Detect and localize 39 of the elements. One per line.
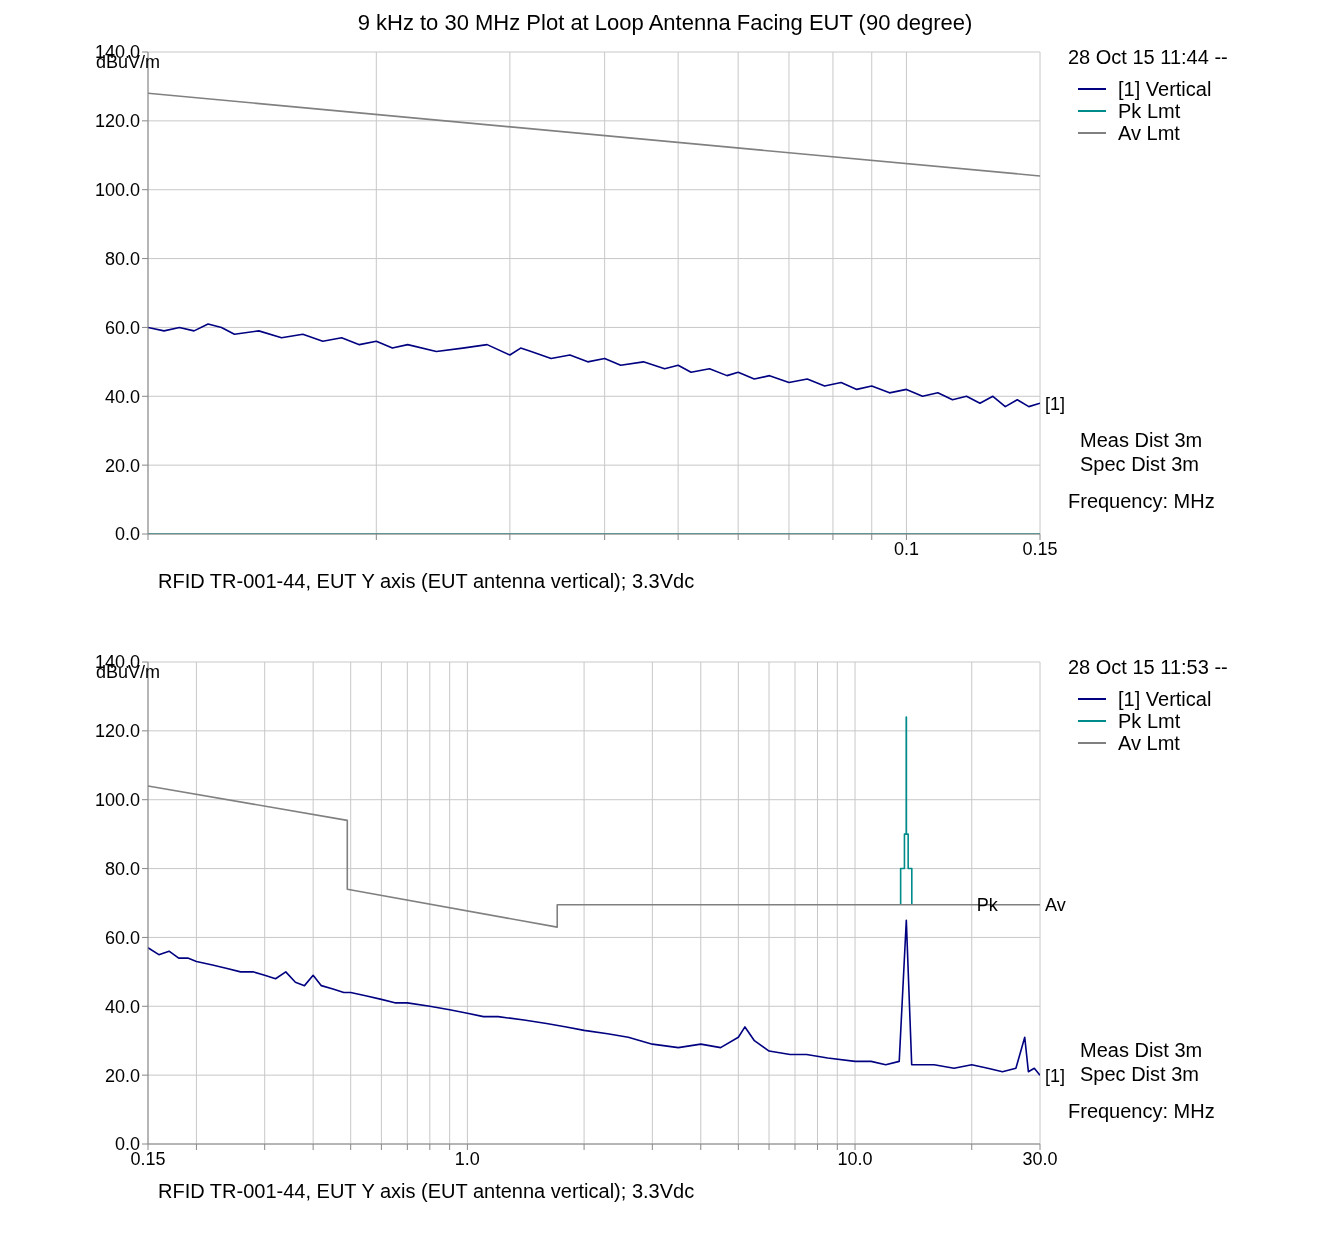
y-tick-label: 60.0 [104,317,140,338]
y-tick-label: 40.0 [104,386,140,407]
y-tick-label: 20.0 [104,1065,140,1086]
x-tick-label: 0.1 [893,538,919,559]
text: Meas Dist 3m [1080,1038,1203,1062]
y-tick-label: 80.0 [104,858,140,879]
x-tick-label: 30.0 [1022,1148,1058,1169]
legend-label: Pk Lmt [1118,100,1181,122]
y-tick-label: 0.0 [114,524,140,545]
y-tick-label: 120.0 [94,111,140,132]
annotation: [1] [1045,1065,1066,1086]
legend-label: Av Lmt [1118,732,1180,754]
y-tick-label: 120.0 [94,721,140,742]
chart-title: 9 kHz to 30 MHz Plot at Loop Antenna Facing EUT (90 degree) [356,10,974,36]
y-tick-label: 80.0 [104,248,140,269]
legend-label: [1] Vertical [1118,78,1212,100]
text: 28 Oct 15 11:44 -- [1068,46,1228,69]
text: Meas Dist 3m [1080,428,1203,452]
annotation: [1] [1045,393,1066,414]
legend-label: [1] Vertical [1118,688,1212,710]
annotation: Av [1045,895,1066,916]
x-tick-label: 0.15 [1022,538,1058,559]
text: Spec Dist 3m [1080,1062,1200,1086]
text: 28 Oct 15 11:53 -- [1068,656,1228,679]
x-tick-label: 1.0 [454,1148,480,1169]
text: RFID TR-001-44, EUT Y axis (EUT antenna vertical); 3.3Vdc [158,1180,695,1203]
y-tick-label: 20.0 [104,455,140,476]
y-tick-label: 60.0 [104,927,140,948]
x-axis-title: Frequency: MHz [1068,1100,1215,1123]
x-axis-title: Frequency: MHz [1068,490,1215,513]
x-tick-label: 10.0 [837,1148,873,1169]
text: Spec Dist 3m [1080,452,1200,476]
y-tick-label: 100.0 [94,180,140,201]
legend-label: Pk Lmt [1118,710,1181,732]
text: RFID TR-001-44, EUT Y axis (EUT antenna vertical); 3.3Vdc [158,570,695,593]
annotation: Pk [976,895,999,916]
legend-label: Av Lmt [1118,122,1180,144]
y-tick-label: 40.0 [104,996,140,1017]
y-tick-label: 100.0 [94,790,140,811]
